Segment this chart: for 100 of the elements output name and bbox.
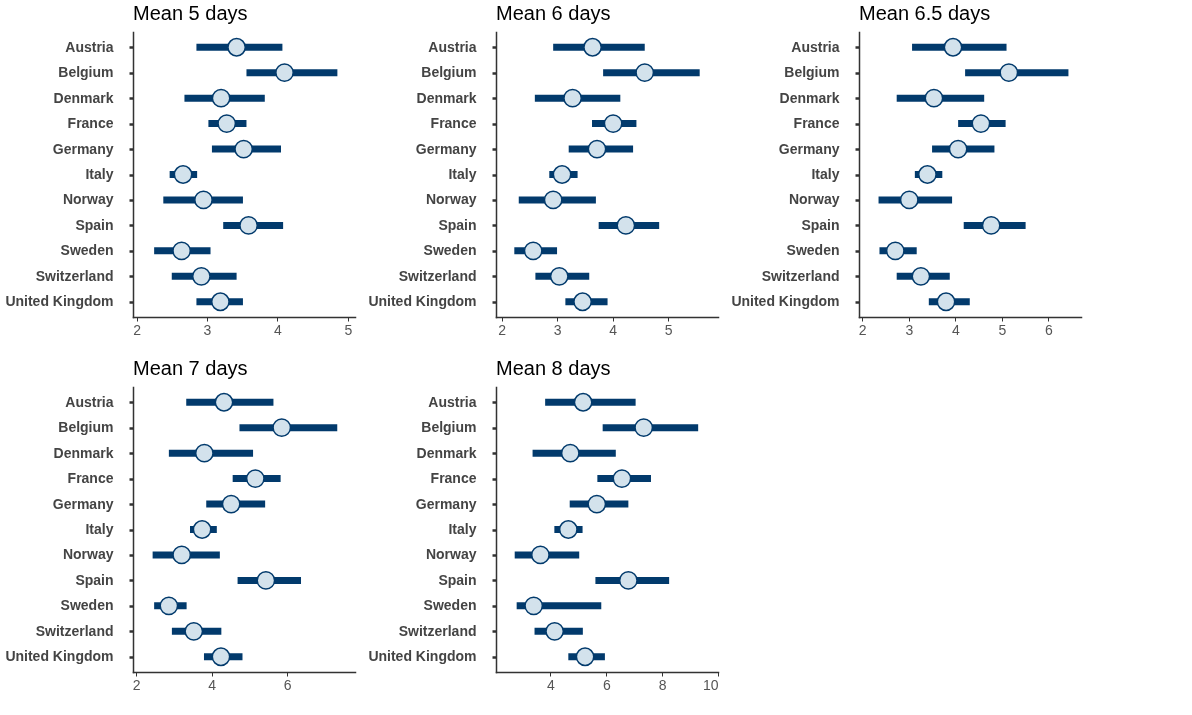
point <box>587 494 607 514</box>
x-tick-label: 2 <box>498 321 507 338</box>
y-tick-label: Norway <box>425 191 477 208</box>
point <box>587 139 607 159</box>
point <box>523 241 543 261</box>
x-tick-label: 6 <box>1045 321 1054 338</box>
point <box>173 165 193 184</box>
x-tick-label: 4 <box>951 321 960 338</box>
y-tick-label: France <box>430 115 477 132</box>
y-tick-label: France <box>67 115 114 132</box>
point <box>172 545 192 565</box>
chart-title: Mean 6.5 days <box>859 2 991 24</box>
x-tick-label: 3 <box>203 321 212 338</box>
y-tick-label: Austria <box>65 393 114 410</box>
point <box>210 292 230 312</box>
point <box>899 190 919 210</box>
point <box>999 63 1019 83</box>
y-tick-label: Norway <box>788 191 840 208</box>
y-tick-label: Italy <box>811 166 840 182</box>
y-tick-label: United Kingdom <box>368 648 477 665</box>
y-tick-label: Belgium <box>58 64 114 81</box>
x-tick-label: 10 <box>702 676 719 693</box>
y-tick-label: Sweden <box>423 242 477 259</box>
y-tick-label: France <box>430 470 477 487</box>
point <box>981 216 1001 235</box>
point <box>573 392 593 412</box>
y-tick-label: Austria <box>791 38 840 55</box>
point <box>634 418 654 438</box>
y-tick-label: Belgium <box>421 64 477 81</box>
point <box>948 139 968 159</box>
y-tick-label: Spain <box>438 571 477 588</box>
y-tick-label: Spain <box>438 216 477 233</box>
y-tick-label: Sweden <box>60 597 114 614</box>
point <box>234 139 254 159</box>
x-tick-label: 5 <box>344 321 353 338</box>
y-tick-label: Switzerland <box>761 267 840 284</box>
point <box>159 596 179 616</box>
point <box>275 63 294 83</box>
point <box>558 520 578 539</box>
x-tick-label: 3 <box>905 321 914 338</box>
y-tick-label: Switzerland <box>35 622 114 639</box>
chart-title: Mean 5 days <box>133 2 248 24</box>
y-tick-label: Denmark <box>779 89 840 106</box>
x-tick-label: 2 <box>133 321 142 338</box>
chart-title: Mean 8 days <box>496 357 611 379</box>
point <box>936 292 956 312</box>
point <box>603 114 623 133</box>
point <box>184 621 204 641</box>
y-tick-label: Italy <box>448 166 477 182</box>
x-tick-label: 4 <box>547 676 556 693</box>
y-tick-label: Denmark <box>416 444 477 461</box>
y-tick-label: Italy <box>85 521 114 537</box>
point <box>214 392 234 412</box>
point <box>530 545 550 565</box>
point <box>612 469 632 488</box>
x-tick-label: 4 <box>609 321 618 338</box>
point <box>545 621 565 641</box>
point <box>227 37 247 57</box>
x-tick-label: 2 <box>858 321 867 338</box>
y-tick-label: Germany <box>778 140 840 157</box>
point <box>943 37 963 57</box>
y-tick-label: Norway <box>425 546 477 563</box>
point <box>272 418 292 438</box>
x-tick-label: 2 <box>132 676 141 693</box>
y-tick-label: Switzerland <box>398 622 477 639</box>
point <box>543 190 563 210</box>
point <box>524 596 544 616</box>
point <box>918 165 937 184</box>
point <box>191 266 211 286</box>
y-tick-label: Austria <box>428 38 477 55</box>
point <box>560 443 580 463</box>
y-tick-label: Spain <box>75 571 114 588</box>
point <box>971 114 991 133</box>
point <box>211 647 231 667</box>
y-tick-label: Belgium <box>421 419 477 436</box>
y-tick-label: Austria <box>428 393 477 410</box>
point <box>256 571 276 590</box>
y-tick-label: Spain <box>75 216 114 233</box>
point <box>616 216 636 235</box>
point <box>911 266 931 286</box>
y-tick-label: Italy <box>448 521 477 537</box>
point <box>192 520 212 539</box>
y-tick-label: United Kingdom <box>368 293 477 310</box>
y-tick-label: United Kingdom <box>731 293 840 310</box>
point <box>563 88 582 108</box>
x-tick-label: 4 <box>274 321 283 338</box>
point <box>635 63 655 83</box>
point <box>552 165 572 184</box>
y-tick-label: United Kingdom <box>5 648 114 665</box>
x-tick-label: 6 <box>602 676 611 693</box>
x-tick-label: 5 <box>998 321 1007 338</box>
chart-title: Mean 6 days <box>496 2 611 24</box>
y-tick-label: Belgium <box>58 419 114 436</box>
point <box>194 443 214 463</box>
y-tick-label: Denmark <box>53 89 114 106</box>
y-tick-label: Norway <box>62 191 114 208</box>
y-tick-label: Denmark <box>53 444 114 461</box>
point <box>172 241 192 261</box>
point <box>575 647 595 667</box>
y-tick-label: United Kingdom <box>5 293 114 310</box>
